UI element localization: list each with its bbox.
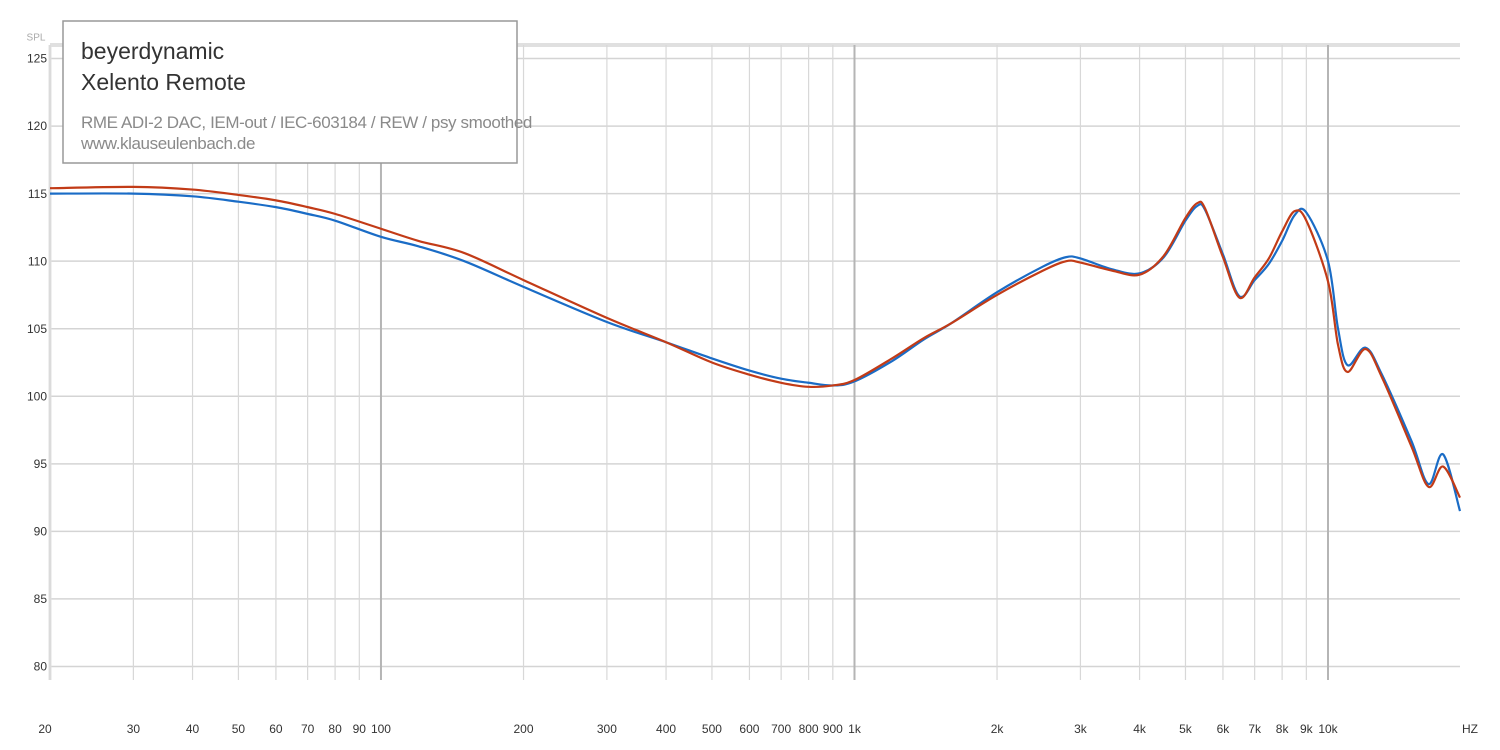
x-tick-label: 1k	[848, 722, 862, 736]
x-tick-label: 9k	[1300, 722, 1314, 736]
x-tick-label: 600	[739, 722, 759, 736]
y-tick-label: 95	[34, 457, 48, 471]
y-tick-label: 110	[28, 254, 47, 268]
x-tick-label: 100	[371, 722, 391, 736]
x-tick-label: 900	[823, 722, 843, 736]
subtitle: RME ADI-2 DAC, IEM-out / IEC-603184 / RE…	[81, 113, 532, 132]
x-tick-label: 20	[38, 722, 52, 736]
x-tick-label: 6k	[1217, 722, 1231, 736]
x-tick-label: 90	[353, 722, 367, 736]
x-tick-label: 2k	[991, 722, 1005, 736]
x-tick-label: 10k	[1318, 722, 1338, 736]
lines	[49, 185, 1462, 512]
x-tick-label: 4k	[1133, 722, 1147, 736]
y-tick-label: 120	[27, 119, 47, 133]
series-line	[49, 192, 1462, 512]
source: www.klauseulenbach.de	[80, 134, 255, 153]
y-tick-label: 125	[27, 52, 47, 66]
x-tick-label: 700	[771, 722, 791, 736]
y-tick-label: 100	[27, 389, 47, 403]
y-tick-label: 105	[27, 322, 47, 336]
x-tick-label: 60	[269, 722, 283, 736]
x-tick-label: 200	[514, 722, 534, 736]
x-axis-label: HZ	[1462, 722, 1478, 736]
title-box-frame	[62, 20, 518, 164]
y-axis-label: SPL	[27, 33, 46, 44]
x-tick-label: 5k	[1179, 722, 1193, 736]
y-tick-label: 90	[34, 525, 48, 539]
title: beyerdynamic	[81, 38, 224, 64]
x-tick-label: 300	[597, 722, 617, 736]
x-tick-label: 8k	[1276, 722, 1290, 736]
x-tick-label: 40	[186, 722, 200, 736]
x-tick-label: 30	[127, 722, 141, 736]
x-tick-label: 50	[232, 722, 246, 736]
series-line	[49, 185, 1461, 499]
labels: SPL HZ 80 85 90 95 100 105 110 115 120 125 20 30 40 5…	[27, 33, 1478, 737]
title: Xelento Remote	[81, 69, 246, 95]
x-tick-label: 7k	[1248, 722, 1262, 736]
y-tick-label: 85	[34, 592, 48, 606]
x-tick-label: 400	[656, 722, 676, 736]
x-tick-label: 500	[702, 722, 722, 736]
x-tick-label: 70	[301, 722, 315, 736]
x-tick-label: 3k	[1074, 722, 1088, 736]
x-tick-label: 80	[328, 722, 342, 736]
x-tick-label: 800	[799, 722, 819, 736]
y-tick-label: 115	[28, 187, 47, 201]
title-box: beyerdynamic Xelento Remote RME ADI-2 DA…	[62, 20, 532, 164]
y-tick-label: 80	[34, 660, 48, 674]
